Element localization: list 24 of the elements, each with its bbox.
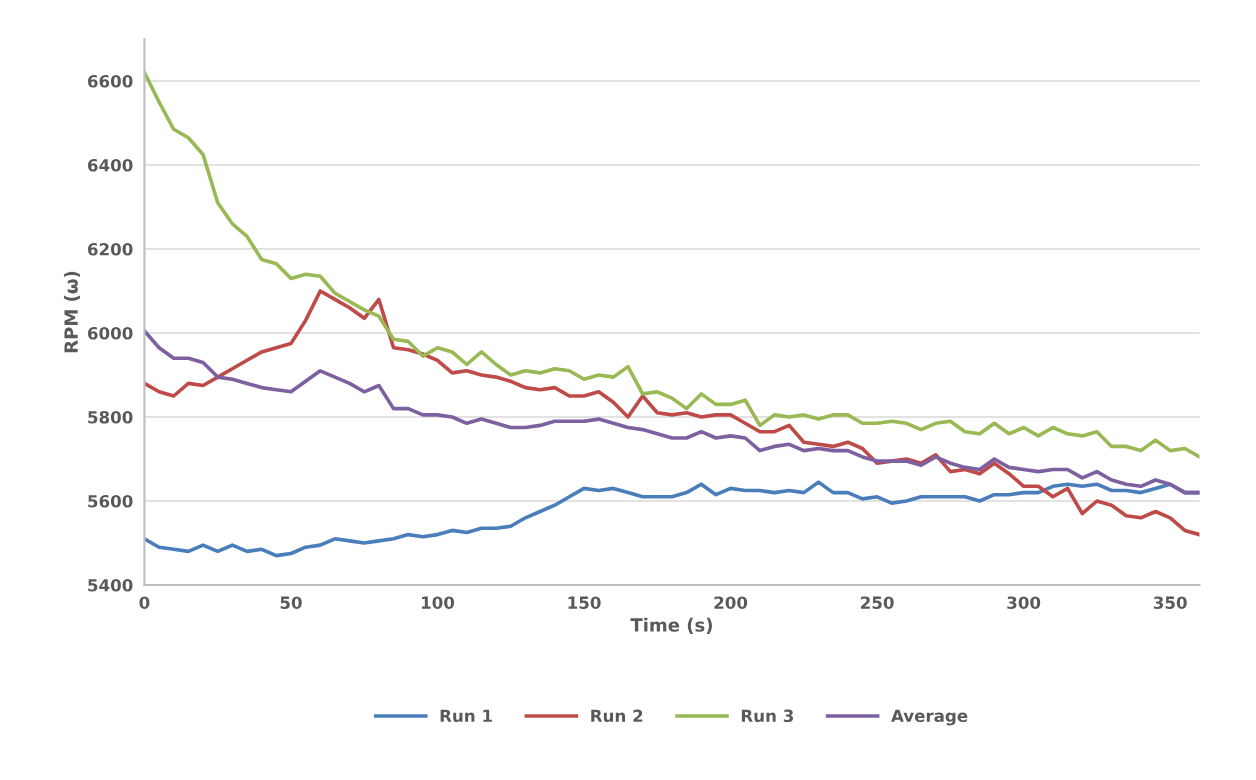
x-tick-label: 0 [139, 596, 150, 610]
line-series [144, 329, 1200, 495]
y-tick-label: 6000 [87, 326, 133, 340]
y-tick-label: 6400 [87, 158, 133, 172]
line-series [144, 289, 1200, 537]
legend-label: Run 3 [741, 709, 793, 723]
y-tick-label: 6200 [87, 242, 133, 256]
x-tick-label: 100 [421, 596, 455, 610]
x-tick-label: 50 [280, 596, 302, 610]
y-axis-title: RPM (ω) [63, 271, 81, 353]
y-tick-label: 5600 [88, 494, 133, 508]
y-tick-label: 5800 [88, 410, 133, 424]
legend-label: Run 2 [591, 709, 643, 723]
x-tick-label: 250 [861, 596, 894, 610]
y-tick-label: 6600 [87, 74, 133, 88]
legend-label: Run 1 [440, 709, 492, 723]
x-tick-label: 200 [714, 596, 748, 610]
legend-label: Average [891, 709, 968, 726]
x-tick-label: 350 [1153, 596, 1187, 610]
x-tick-label: 150 [568, 596, 601, 610]
x-tick-label: 300 [1007, 596, 1041, 610]
line-series [144, 70, 1200, 459]
x-axis-title: Time (s) [630, 617, 712, 634]
y-tick-label: 5400 [88, 578, 133, 592]
